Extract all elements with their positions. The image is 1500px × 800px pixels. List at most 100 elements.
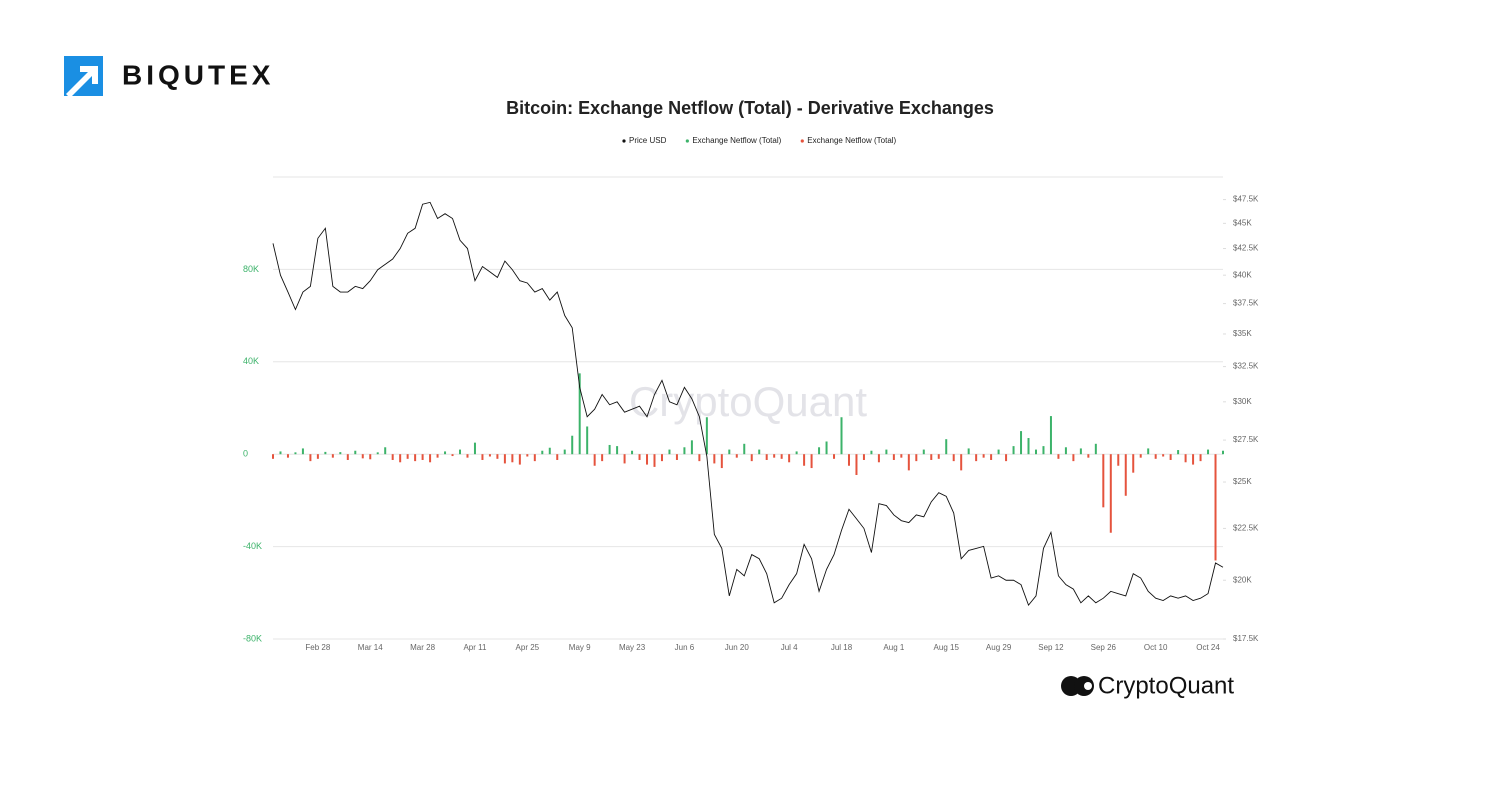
netflow-bar <box>421 454 424 460</box>
netflow-bar <box>922 449 925 455</box>
y-tick-label: -40K <box>243 541 262 551</box>
netflow-bar <box>698 454 701 462</box>
netflow-bar <box>436 454 439 458</box>
x-tick-label: Sep 26 <box>1091 643 1117 652</box>
netflow-bar <box>870 450 873 455</box>
netflow-bar <box>780 454 783 459</box>
netflow-bar <box>376 452 379 455</box>
netflow-bar <box>638 454 641 460</box>
netflow-bar <box>773 454 776 458</box>
netflow-bar <box>818 447 821 455</box>
netflow-bar <box>1087 454 1090 458</box>
netflow-bar <box>765 454 768 460</box>
netflow-bar <box>825 441 828 455</box>
netflow-bar <box>997 449 1000 455</box>
netflow-bar <box>586 426 589 455</box>
x-tick-label: Mar 14 <box>358 643 383 652</box>
netflow-bar <box>907 454 910 471</box>
netflow-bar <box>548 447 551 455</box>
netflow-bar <box>930 454 933 460</box>
netflow-bar <box>653 454 656 467</box>
netflow-bar <box>1147 448 1150 455</box>
netflow-bar <box>331 454 334 458</box>
x-tick-label: Apr 25 <box>516 643 540 652</box>
x-tick-label: Oct 10 <box>1144 643 1168 652</box>
y2-tick-label: $27.5K <box>1233 435 1259 444</box>
netflow-bar <box>301 448 304 455</box>
netflow-bar <box>1042 446 1045 455</box>
y2-tick-label: $35K <box>1233 329 1252 338</box>
x-tick-label: Jul 4 <box>781 643 798 652</box>
netflow-bar <box>1214 454 1217 561</box>
x-tick-label: Sep 12 <box>1038 643 1064 652</box>
netflow-bar <box>1117 454 1120 466</box>
x-tick-label: Feb 28 <box>305 643 330 652</box>
netflow-bar <box>847 454 850 466</box>
netflow-bar <box>533 454 536 462</box>
netflow-bar <box>967 448 970 455</box>
netflow-bar <box>900 454 903 458</box>
x-tick-label: May 9 <box>569 643 591 652</box>
netflow-bar <box>466 454 469 458</box>
netflow-bar <box>414 454 417 462</box>
netflow-bar <box>272 454 274 459</box>
netflow-bar <box>541 450 544 455</box>
legend-marker <box>800 139 804 143</box>
netflow-bar <box>1132 454 1135 473</box>
source-logo-icon <box>1061 676 1094 696</box>
y-tick-label: 40K <box>243 356 259 366</box>
netflow-bar <box>631 450 634 455</box>
netflow-bar <box>660 454 663 462</box>
source-logo: CryptoQuant <box>1098 672 1234 699</box>
netflow-bar <box>578 373 581 455</box>
netflow-bar <box>384 447 387 455</box>
netflow-bar <box>855 454 858 475</box>
netflow-bar <box>279 451 282 455</box>
netflow-bar <box>1034 449 1037 455</box>
y-tick-label: 80K <box>243 264 259 274</box>
netflow-bar <box>369 454 372 460</box>
y2-tick-label: $20K <box>1233 575 1252 584</box>
netflow-bar <box>1102 454 1105 508</box>
netflow-bar <box>444 451 447 455</box>
netflow-bar <box>705 417 708 455</box>
netflow-bar <box>309 454 312 462</box>
netflow-bar <box>608 444 611 455</box>
netflow-bar <box>1199 454 1202 462</box>
netflow-bar <box>945 439 948 455</box>
legend-label: Price USD <box>629 136 667 145</box>
netflow-bar <box>758 449 761 455</box>
y2-tick-label: $22.5K <box>1233 524 1259 533</box>
netflow-bar <box>616 446 619 455</box>
netflow-bar <box>459 449 462 455</box>
netflow-bar <box>1184 454 1187 463</box>
y2-tick-label: $17.5K <box>1233 634 1259 643</box>
netflow-bar <box>713 454 716 464</box>
x-tick-label: Mar 28 <box>410 643 435 652</box>
netflow-bar <box>354 450 357 455</box>
y2-tick-label: $47.5K <box>1233 195 1259 204</box>
netflow-bar <box>1109 454 1112 533</box>
netflow-bar <box>1079 448 1082 455</box>
netflow-bar <box>803 454 806 466</box>
netflow-bar <box>728 449 731 455</box>
legend-marker <box>622 139 626 143</box>
legend-marker <box>685 139 689 143</box>
netflow-bar <box>406 454 409 459</box>
x-tick-label: Aug 1 <box>883 643 904 652</box>
netflow-bar <box>526 454 529 457</box>
plot-area: -80K -40K 0 40K 80K $17.5K $20K $22.5K $25K $27.5… <box>243 176 1259 652</box>
netflow-bar <box>563 449 566 455</box>
netflow-bar <box>646 454 649 465</box>
netflow-bar <box>975 454 978 462</box>
netflow-bar <box>391 454 394 460</box>
netflow-bar <box>361 454 364 459</box>
netflow-bar <box>346 454 349 460</box>
netflow-bar <box>690 440 693 455</box>
netflow-bar <box>1222 450 1224 455</box>
netflow-bar <box>518 454 521 465</box>
x-tick-label: Aug 29 <box>986 643 1012 652</box>
netflow-bar <box>601 454 604 462</box>
x-tick-label: Apr 11 <box>463 643 487 652</box>
y-tick-label: 0 <box>243 449 248 459</box>
